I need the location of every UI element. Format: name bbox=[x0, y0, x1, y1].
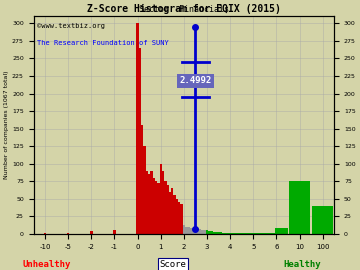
Bar bbox=[289, 181, 310, 234]
Bar bbox=[312, 206, 333, 234]
Bar bbox=[139, 48, 141, 234]
Text: ©www.textbiz.org: ©www.textbiz.org bbox=[37, 23, 104, 29]
Bar bbox=[159, 164, 162, 234]
Bar bbox=[44, 233, 46, 234]
Bar bbox=[280, 228, 282, 234]
Bar bbox=[283, 228, 286, 234]
Bar bbox=[227, 232, 229, 234]
Bar bbox=[286, 228, 288, 234]
Bar bbox=[197, 228, 199, 234]
Bar bbox=[136, 23, 139, 234]
Text: The Research Foundation of SUNY: The Research Foundation of SUNY bbox=[37, 40, 168, 46]
Bar bbox=[157, 183, 159, 234]
Bar bbox=[284, 228, 287, 234]
Bar bbox=[229, 232, 231, 234]
Bar bbox=[155, 181, 157, 234]
Bar bbox=[250, 233, 252, 234]
Bar bbox=[176, 199, 178, 234]
Bar bbox=[201, 230, 203, 234]
Bar bbox=[240, 233, 243, 234]
Bar bbox=[211, 231, 213, 234]
Bar bbox=[164, 181, 167, 234]
Bar bbox=[257, 233, 259, 234]
Bar bbox=[178, 202, 180, 234]
Bar bbox=[276, 228, 279, 234]
Bar bbox=[268, 233, 271, 234]
Bar bbox=[238, 233, 240, 234]
Bar bbox=[252, 233, 255, 234]
Bar bbox=[261, 233, 264, 234]
Bar bbox=[224, 232, 227, 234]
Bar bbox=[206, 230, 208, 234]
Bar bbox=[255, 233, 257, 234]
Bar bbox=[90, 231, 93, 234]
Bar bbox=[220, 232, 222, 234]
Bar bbox=[217, 232, 220, 234]
Bar bbox=[162, 171, 164, 234]
Bar bbox=[187, 227, 190, 234]
Bar bbox=[236, 233, 238, 234]
Bar bbox=[245, 233, 247, 234]
Bar bbox=[215, 232, 217, 234]
Bar bbox=[113, 230, 116, 234]
Bar bbox=[247, 233, 250, 234]
Text: 2.4992: 2.4992 bbox=[179, 76, 212, 85]
Text: Score: Score bbox=[159, 260, 186, 269]
Bar bbox=[150, 171, 153, 234]
Bar bbox=[243, 233, 245, 234]
Bar bbox=[146, 171, 148, 234]
Title: Z-Score Histogram for EQIX (2015): Z-Score Histogram for EQIX (2015) bbox=[87, 4, 281, 14]
Bar bbox=[278, 228, 280, 234]
Bar bbox=[183, 225, 185, 234]
Bar bbox=[273, 233, 275, 234]
Bar bbox=[141, 125, 143, 234]
Bar bbox=[180, 204, 183, 234]
Bar bbox=[266, 233, 268, 234]
Bar bbox=[192, 228, 194, 234]
Bar bbox=[171, 188, 174, 234]
Bar bbox=[148, 174, 150, 234]
Bar bbox=[143, 146, 146, 234]
Bar bbox=[190, 228, 192, 234]
Text: Sector: Financials: Sector: Financials bbox=[139, 5, 229, 14]
Text: Unhealthy: Unhealthy bbox=[23, 260, 71, 269]
Y-axis label: Number of companies (1067 total): Number of companies (1067 total) bbox=[4, 71, 9, 179]
Bar bbox=[153, 178, 155, 234]
Bar bbox=[271, 233, 273, 234]
Bar bbox=[213, 232, 215, 234]
Bar bbox=[259, 233, 261, 234]
Bar bbox=[222, 232, 224, 234]
Bar bbox=[67, 232, 69, 234]
Text: Healthy: Healthy bbox=[284, 260, 321, 269]
Bar bbox=[234, 232, 236, 234]
Bar bbox=[169, 192, 171, 234]
Bar bbox=[185, 227, 187, 234]
Bar bbox=[194, 228, 197, 234]
Bar bbox=[264, 233, 266, 234]
Bar bbox=[203, 230, 206, 234]
Bar bbox=[174, 195, 176, 234]
Bar bbox=[208, 231, 211, 234]
Bar bbox=[281, 228, 283, 234]
Bar bbox=[231, 232, 234, 234]
Bar bbox=[167, 185, 169, 234]
Bar bbox=[279, 228, 281, 234]
Bar bbox=[282, 228, 284, 234]
Bar bbox=[275, 228, 278, 234]
Bar bbox=[199, 229, 201, 234]
